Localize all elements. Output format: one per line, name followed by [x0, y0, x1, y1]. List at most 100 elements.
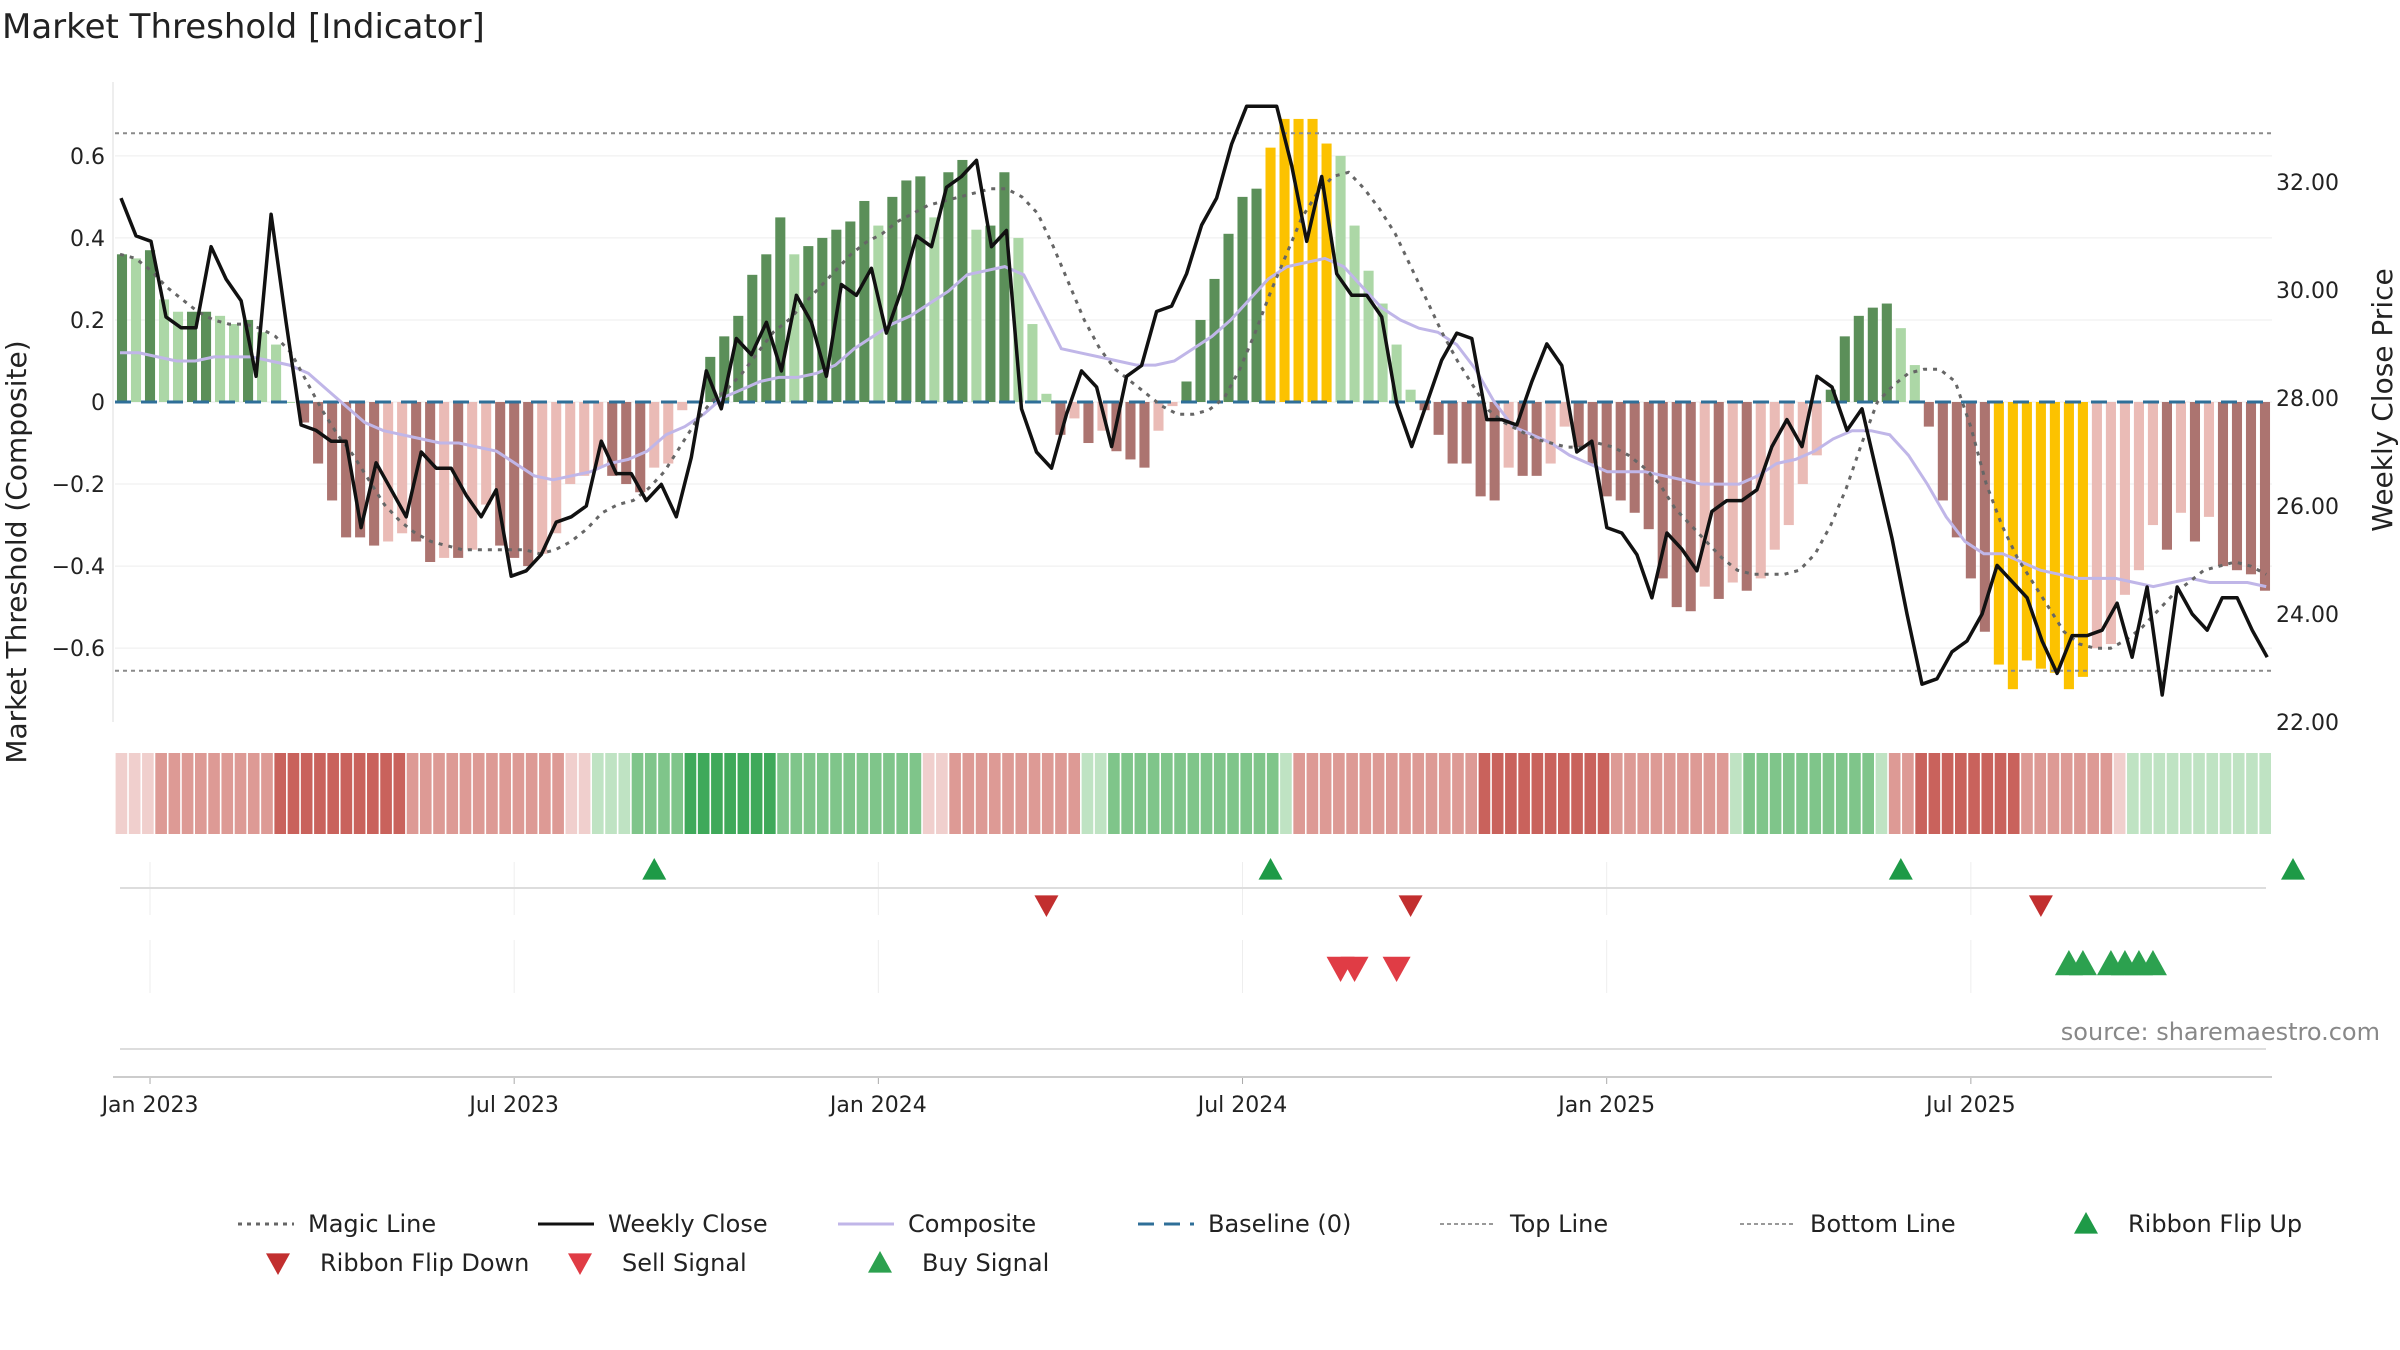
composite-bar	[747, 274, 758, 402]
composite-bar	[1993, 402, 2004, 665]
ribbon-flip-up-marker	[642, 858, 667, 880]
composite-bar	[579, 402, 590, 476]
ribbon-cell	[486, 753, 498, 834]
composite-bar	[593, 402, 604, 468]
ribbon-cell	[1412, 753, 1425, 834]
composite-bar	[1643, 402, 1654, 530]
composite-bar	[1811, 402, 1822, 456]
legend-label: Sell Signal	[622, 1249, 747, 1277]
ribbon-cell	[1121, 753, 1133, 834]
composite-bar	[1013, 237, 1024, 402]
signals: Jan 2023 Jul 2023 Jan 2024 Jul 2024 Jan 2025…	[100, 858, 2306, 1118]
composite-bar	[1237, 196, 1248, 402]
ribbon-cell	[1571, 753, 1583, 834]
composite-bar	[1825, 389, 1836, 402]
composite-bar	[621, 402, 632, 485]
composite-bar	[1573, 402, 1584, 448]
composite-bar	[1517, 402, 1528, 476]
composite-bar	[2217, 402, 2229, 567]
ribbon-flip-down-marker	[2028, 895, 2053, 917]
composite-bar	[1027, 324, 1038, 402]
composite-bar	[215, 315, 226, 402]
composite-bar	[1951, 402, 1962, 538]
ribbon-cell	[1002, 753, 1014, 834]
ribbon-cell	[340, 753, 353, 834]
ribbon-cell	[1597, 753, 1610, 834]
ribbon-cell	[2153, 753, 2166, 834]
ribbon-cell	[2140, 753, 2152, 834]
ribbon-cell	[605, 753, 617, 834]
source-note: source: sharemaestro.com	[2061, 1018, 2380, 1046]
ribbon-cell	[2021, 753, 2033, 834]
ribbon-cell	[1399, 753, 1411, 834]
ribbon-cell	[525, 753, 538, 834]
ribbon-cell	[1663, 753, 1676, 834]
ribbon-cell	[353, 753, 366, 834]
ribbon-cell	[1081, 753, 1094, 834]
composite-bar	[803, 246, 814, 402]
ribbon-cell	[1756, 753, 1769, 834]
legend-label: Buy Signal	[922, 1249, 1049, 1277]
ribbon-cell	[1637, 753, 1650, 834]
ribbon-cell	[419, 753, 432, 834]
composite-bar	[1587, 402, 1598, 464]
ribbon-cell	[2100, 753, 2113, 834]
ribbon-flip-down-marker	[1034, 895, 1059, 917]
composite-bar	[299, 402, 310, 423]
ribbon-cell	[790, 753, 803, 834]
composite-bar	[1433, 402, 1444, 435]
ribbon-cell	[1716, 753, 1729, 834]
ribbon-cell	[1505, 753, 1517, 834]
ribbon-cell	[1941, 753, 1954, 834]
ribbon-cell	[1015, 753, 1028, 834]
ribbon-cell	[1161, 753, 1173, 834]
composite-bar	[1699, 402, 1710, 587]
y-tick-label: 0.2	[70, 309, 105, 334]
composite-bar	[1265, 147, 1276, 402]
composite-bar	[1041, 393, 1052, 402]
composite-bar	[1377, 303, 1388, 402]
y-axis-label: Market Threshold (Composite)	[0, 340, 33, 763]
composite-bar	[1405, 389, 1416, 402]
ribbon-cell	[1280, 753, 1292, 834]
composite-bar	[1349, 225, 1360, 402]
ribbon-cell	[1094, 753, 1107, 834]
ribbon-cell	[1624, 753, 1636, 834]
ribbon-cell	[1425, 753, 1438, 834]
ribbon-cell	[764, 753, 776, 834]
x-tick-label: Jan 2024	[828, 1093, 927, 1118]
ribbon-cell	[631, 753, 644, 834]
ribbon-cell	[2193, 753, 2205, 834]
ribbon-cell	[1108, 753, 1120, 834]
ribbon-cell	[777, 753, 789, 834]
ribbon-cell	[314, 753, 326, 834]
y2-axis-label: Weekly Close Price	[2366, 268, 2399, 531]
ribbon-cell	[1875, 753, 1888, 834]
composite-bar	[243, 319, 254, 402]
composite-bar	[509, 402, 520, 558]
composite-bar	[1755, 402, 1766, 579]
sell-signal-marker	[1382, 956, 1411, 982]
ribbon-cell	[446, 753, 459, 834]
composite-bar	[341, 402, 352, 538]
composite-bar	[551, 402, 562, 534]
y2-tick-label: 24.00	[2276, 603, 2339, 628]
composite-bar	[761, 254, 772, 402]
composite-bar	[495, 402, 506, 546]
ribbon-cell	[2179, 753, 2192, 834]
composite-bar	[1251, 188, 1262, 402]
legend-swatch	[2074, 1212, 2098, 1234]
ribbon-cell	[711, 753, 723, 834]
legend-swatch	[266, 1253, 290, 1275]
ribbon-cell	[1955, 753, 1967, 834]
ribbon-flip-up-marker	[1258, 858, 1283, 880]
ribbon-cell	[1491, 753, 1504, 834]
composite-bar	[649, 402, 660, 468]
composite-bar	[1923, 402, 1934, 427]
ribbon-cell	[208, 753, 220, 834]
ribbon-cell	[155, 753, 167, 834]
ribbon-cell	[869, 753, 882, 834]
ribbon-cell	[843, 753, 856, 834]
composite-bar	[1069, 402, 1080, 419]
bars	[116, 118, 2271, 690]
